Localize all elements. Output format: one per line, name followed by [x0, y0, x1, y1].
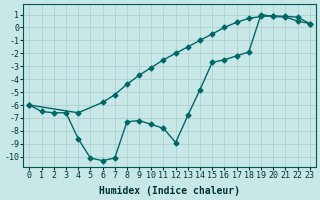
X-axis label: Humidex (Indice chaleur): Humidex (Indice chaleur)	[99, 186, 240, 196]
